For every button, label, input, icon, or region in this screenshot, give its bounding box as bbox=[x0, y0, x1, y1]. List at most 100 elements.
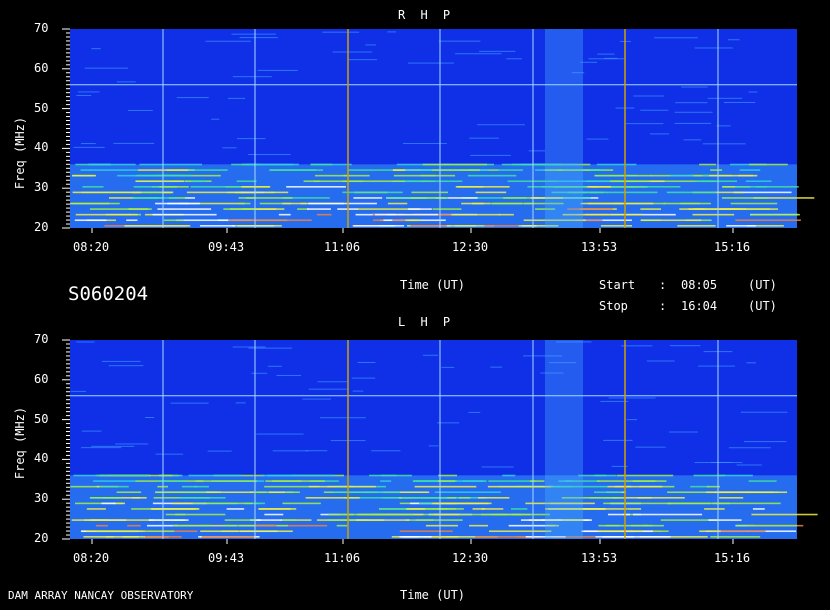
faint-streak bbox=[740, 411, 788, 413]
emission-stripe bbox=[133, 186, 174, 188]
x-tick-label: 08:20 bbox=[73, 551, 110, 565]
faint-streak bbox=[479, 50, 516, 52]
emission-stripe bbox=[131, 197, 163, 199]
emission-stripe bbox=[144, 536, 168, 538]
faint-streak bbox=[308, 388, 349, 390]
emission-stripe bbox=[525, 536, 566, 538]
emission-stripe bbox=[161, 174, 221, 177]
faint-streak bbox=[239, 37, 278, 39]
emission-stripe bbox=[598, 524, 649, 527]
emission-stripe bbox=[747, 225, 784, 227]
faint-streak bbox=[635, 446, 666, 448]
emission-stripe bbox=[155, 491, 221, 494]
emission-stripe bbox=[467, 174, 517, 177]
faint-streak bbox=[222, 147, 237, 149]
faint-streak bbox=[597, 53, 615, 55]
faint-streak bbox=[477, 124, 525, 126]
faint-streak bbox=[248, 347, 292, 349]
emission-stripe bbox=[89, 208, 133, 210]
emission-stripe bbox=[146, 524, 178, 527]
emission-stripe bbox=[597, 530, 643, 533]
emission-stripe bbox=[152, 213, 217, 216]
faint-streak bbox=[357, 361, 376, 363]
emission-stripe bbox=[392, 219, 410, 222]
emission-stripe bbox=[508, 524, 556, 527]
start-unit: (UT) bbox=[748, 278, 777, 292]
y-tick-label: 40 bbox=[34, 451, 49, 466]
faint-streak bbox=[211, 118, 220, 120]
emission-stripe bbox=[602, 536, 671, 538]
faint-streak bbox=[640, 109, 669, 111]
observatory-footer: DAM ARRAY NANCAY OBSERVATORY bbox=[8, 589, 194, 602]
faint-streak bbox=[603, 439, 633, 441]
emission-stripe bbox=[206, 491, 254, 494]
emission-stripe bbox=[195, 480, 257, 482]
emission-stripe bbox=[535, 208, 556, 210]
y-tick-label: 50 bbox=[34, 411, 49, 426]
emission-stripe bbox=[129, 208, 152, 210]
emission-stripe bbox=[640, 208, 662, 210]
emission-stripe bbox=[699, 163, 717, 166]
rhp-emission-bands bbox=[70, 29, 815, 228]
faint-streak bbox=[257, 69, 298, 71]
emission-stripe bbox=[735, 219, 801, 222]
emission-stripe bbox=[405, 169, 432, 171]
emission-stripe bbox=[181, 485, 198, 488]
emission-stripe bbox=[132, 191, 174, 194]
faint-streak bbox=[646, 360, 675, 362]
faint-streak bbox=[248, 154, 291, 156]
emission-haze bbox=[70, 164, 797, 228]
emission-stripe bbox=[264, 485, 320, 488]
faint-streak bbox=[155, 453, 184, 455]
emission-stripe bbox=[85, 530, 146, 533]
emission-stripe bbox=[445, 225, 476, 227]
faint-streak bbox=[407, 62, 455, 64]
emission-stripe bbox=[255, 524, 277, 527]
faint-streak bbox=[128, 109, 153, 111]
rhp-title: R H P bbox=[398, 8, 455, 22]
x-tick-label: 11:06 bbox=[324, 551, 361, 565]
start-label: Start bbox=[599, 278, 636, 292]
faint-streak bbox=[70, 390, 86, 392]
faint-streak bbox=[681, 86, 708, 88]
emission-stripe bbox=[408, 208, 432, 210]
emission-stripe bbox=[308, 202, 377, 205]
x-tick-label: 09:43 bbox=[208, 551, 245, 565]
stop-separator: : bbox=[659, 299, 667, 313]
burst-column bbox=[545, 340, 583, 539]
faint-streak bbox=[272, 450, 309, 452]
emission-stripe bbox=[401, 497, 448, 499]
faint-streak bbox=[317, 381, 349, 383]
x-tick-label: 08:20 bbox=[73, 240, 110, 254]
emission-stripe bbox=[406, 508, 464, 510]
emission-stripe bbox=[414, 180, 463, 183]
emission-stripe bbox=[484, 225, 519, 227]
emission-stripe bbox=[171, 502, 193, 505]
emission-stripe bbox=[147, 197, 178, 199]
emission-stripe bbox=[437, 508, 456, 510]
emission-stripe bbox=[382, 497, 405, 499]
emission-stripe bbox=[176, 219, 229, 222]
emission-stripe bbox=[411, 197, 447, 199]
emission-stripe bbox=[719, 208, 779, 210]
emission-stripe bbox=[583, 219, 632, 222]
faint-streak bbox=[319, 417, 366, 419]
emission-stripe bbox=[167, 202, 200, 205]
emission-stripe bbox=[627, 508, 642, 510]
faint-streak bbox=[227, 97, 246, 99]
emission-stripe bbox=[137, 174, 192, 177]
emission-stripe bbox=[411, 191, 448, 194]
emission-stripe bbox=[518, 225, 537, 227]
emission-stripe bbox=[647, 180, 715, 183]
emission-stripe bbox=[567, 208, 613, 210]
emission-stripe bbox=[701, 180, 718, 183]
emission-stripe bbox=[610, 186, 681, 188]
emission-stripe bbox=[719, 474, 753, 477]
emission-stripe bbox=[497, 169, 523, 171]
emission-stripe bbox=[242, 208, 277, 210]
emission-stripe bbox=[488, 480, 536, 482]
faint-streak bbox=[736, 464, 762, 466]
emission-stripe bbox=[127, 524, 141, 527]
x-tick-label: 11:06 bbox=[324, 240, 361, 254]
